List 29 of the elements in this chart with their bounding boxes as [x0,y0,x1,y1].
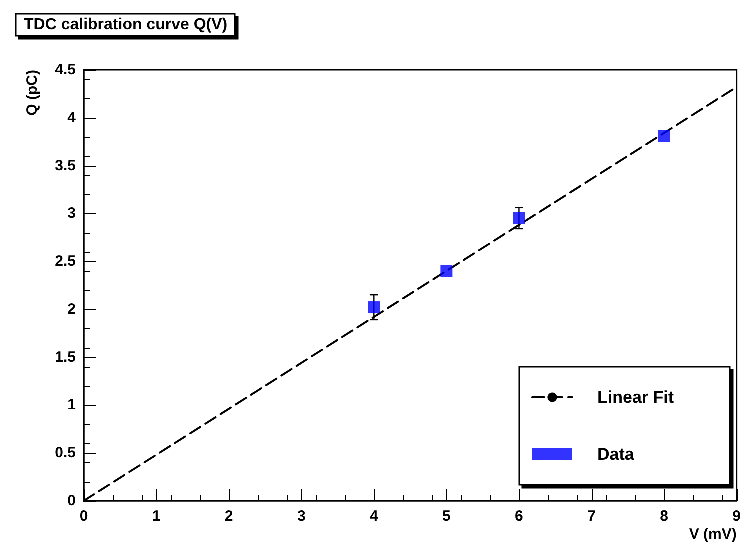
x-tick-label: 7 [588,508,596,525]
x-tick-label: 6 [515,508,524,525]
point [368,302,380,314]
legend-label: Data [597,445,635,464]
x-axis-title: V (mV) [689,526,737,543]
y-tick-label: 1.5 [55,348,76,366]
legend-label: Linear Fit [597,388,674,407]
y-tick-label: 2.5 [55,253,76,270]
point [658,130,670,142]
y-tick-label: 4 [68,109,77,126]
point [440,265,453,278]
x-tick-label: 8 [660,508,668,525]
y-axis-title: Q (pC) [24,70,41,116]
y-tick-label: 2 [68,300,76,318]
chart-title: TDC calibration curve Q(V) [24,16,228,34]
y-tick-label: 1 [68,396,76,414]
x-tick-label: 1 [152,508,161,525]
y-tick-label: 0 [68,492,76,510]
x-tick-label: 4 [370,508,379,525]
x-tick-label: 0 [80,508,88,525]
point [513,212,526,224]
y-tick-label: 4.5 [55,62,76,78]
y-tick-label: 3.5 [55,157,76,174]
y-tick-label: 3 [68,205,76,222]
x-tick-label: 9 [732,508,741,525]
x-tick-label: 5 [442,508,451,525]
x-tick-label: 3 [297,508,306,525]
x-tick-label: 2 [224,508,234,525]
y-tick-label: 0.5 [55,444,76,462]
